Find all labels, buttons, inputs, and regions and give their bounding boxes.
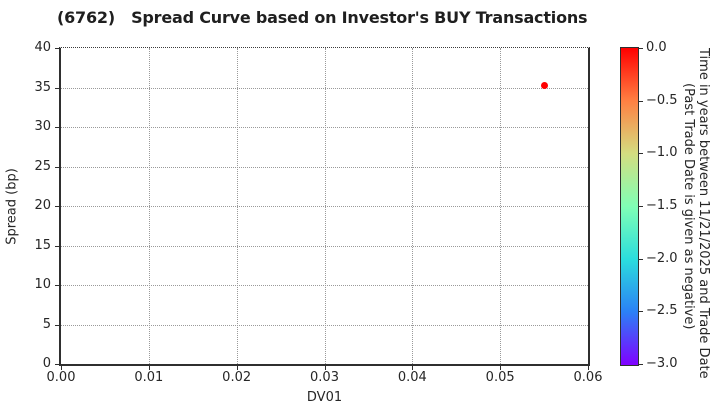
colorbar-tick-mark (638, 153, 643, 155)
colorbar-tick-label: −2.0 (646, 250, 678, 266)
y-gridline (61, 324, 588, 326)
y-tick-label: 40 (34, 40, 51, 55)
colorbar-tick-mark (638, 311, 643, 313)
y-tick-mark (55, 324, 59, 326)
y-gridline (61, 206, 588, 207)
y-gridline (61, 87, 588, 89)
y-tick-mark (55, 127, 59, 128)
colorbar-tick-mark (638, 364, 643, 365)
data-point (540, 82, 548, 90)
colorbar-tick-mark (638, 100, 643, 102)
y-tick-label: 15 (34, 237, 51, 253)
colorbar-tick-label: −3.0 (646, 356, 678, 371)
y-tick-mark (55, 48, 59, 49)
x-tick-mark (148, 366, 150, 370)
y-tick-label: 25 (34, 158, 51, 174)
y-tick-mark (55, 285, 59, 286)
y-tick-label: 35 (34, 79, 51, 95)
y-tick-mark (55, 364, 59, 365)
y-tick-mark (55, 206, 59, 207)
colorbar-tick-mark (638, 206, 643, 207)
y-gridline (61, 285, 588, 286)
colorbar-tick-label: −1.0 (646, 145, 678, 161)
y-tick-label: 0 (42, 356, 51, 371)
y-tick-mark (55, 87, 59, 89)
x-tick-mark (61, 366, 62, 370)
y-gridline (61, 127, 588, 128)
y-tick-label: 10 (34, 277, 51, 292)
x-tick-label: 0.00 (46, 370, 76, 385)
x-tick-mark (324, 366, 326, 370)
y-tick-label: 30 (34, 119, 51, 134)
colorbar-label: Time in years between 11/21/2025 and Tra… (681, 48, 711, 379)
y-tick-label: 20 (34, 198, 51, 213)
chart-title: (6762) Spread Curve based on Investor's … (57, 8, 588, 27)
x-tick-mark (236, 366, 238, 370)
x-tick-label: 0.05 (485, 370, 515, 385)
y-tick-mark (55, 166, 59, 168)
colorbar-tick-label: −1.5 (646, 198, 678, 213)
colorbar-tick-label: −2.5 (646, 303, 678, 319)
y-tick-mark (55, 245, 59, 247)
colorbar-tick-label: 0.0 (646, 40, 667, 55)
colorbar-label-line2: (Past Trade Date is given as negative) (681, 82, 696, 330)
x-tick-mark (588, 366, 589, 370)
colorbar-tick-mark (638, 48, 643, 49)
colorbar-label-line1: Time in years between 11/21/2025 and Tra… (696, 48, 711, 379)
y-tick-label: 5 (42, 316, 51, 332)
colorbar-tick-label: −0.5 (646, 92, 678, 108)
x-axis-label: DV01 (306, 390, 343, 405)
y-gridline (61, 245, 588, 247)
x-tick-label: 0.06 (573, 370, 603, 385)
colorbar-tick-mark (638, 258, 643, 260)
x-tick-label: 0.02 (222, 370, 252, 385)
x-tick-label: 0.04 (397, 370, 427, 385)
x-tick-label: 0.01 (134, 370, 164, 385)
x-tick-mark (500, 366, 502, 370)
x-tick-label: 0.03 (310, 370, 339, 385)
x-tick-mark (412, 366, 414, 370)
colorbar (620, 47, 639, 366)
y-gridline (61, 166, 588, 168)
